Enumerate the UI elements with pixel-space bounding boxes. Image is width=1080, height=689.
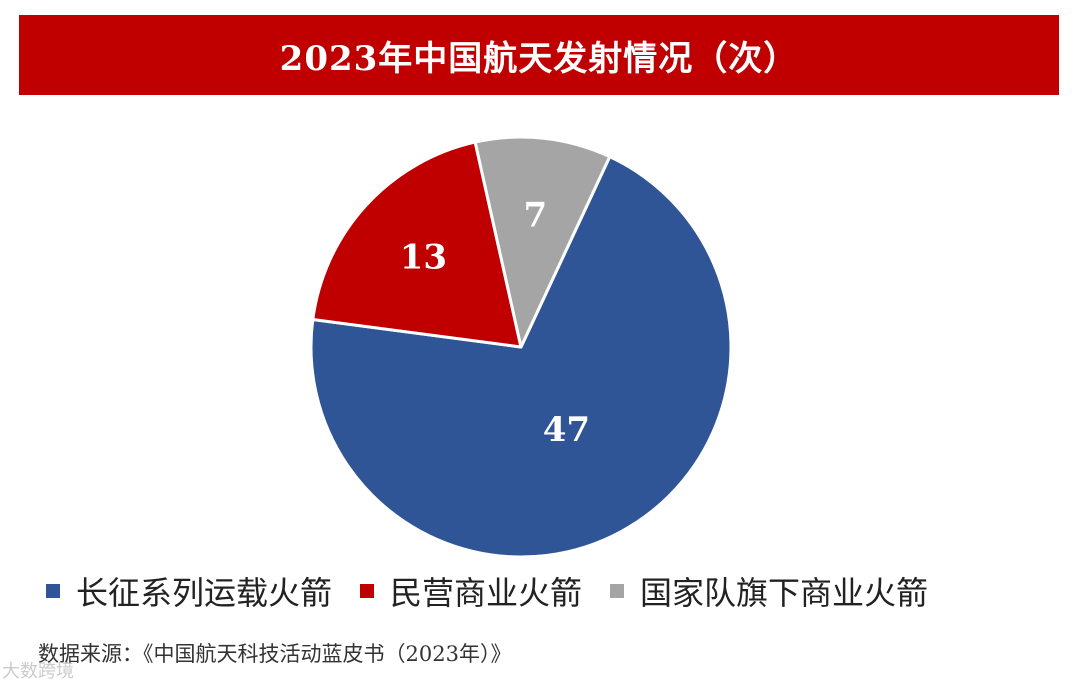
chart-title: 2023年中国航天发射情况（次） [279, 38, 799, 79]
data-label-state-commercial: 7 [523, 195, 547, 235]
pie-slice-state-commercial [473, 135, 612, 349]
watermark: 大数跨境 [2, 661, 74, 682]
pie-slice-changzheng [309, 155, 733, 559]
title-bar: 2023年中国航天发射情况（次） [19, 15, 1059, 95]
legend-swatch-state-commercial [610, 584, 625, 598]
legend-swatch-private [360, 584, 375, 598]
legend-swatch-changzheng [46, 584, 60, 598]
data-label-private: 13 [400, 238, 447, 278]
legend-label-state-commercial: 国家队旗下商业火箭 [640, 574, 929, 612]
pie-slice-private [311, 140, 523, 349]
data-label-changzheng: 47 [543, 410, 590, 450]
legend-item-state-commercial: 国家队旗下商业火箭 [610, 568, 928, 614]
legend-item-changzheng: 长征系列运载火箭 [46, 568, 332, 614]
legend-label-private: 民营商业火箭 [390, 574, 583, 612]
legend: 长征系列运载火箭 民营商业火箭 国家队旗下商业火箭 [46, 566, 956, 616]
legend-label-changzheng: 长征系列运载火箭 [76, 574, 333, 612]
data-source-note: 数据来源：《中国航天科技活动蓝皮书（2023年）》 [38, 642, 512, 666]
legend-item-private: 民营商业火箭 [360, 568, 582, 614]
